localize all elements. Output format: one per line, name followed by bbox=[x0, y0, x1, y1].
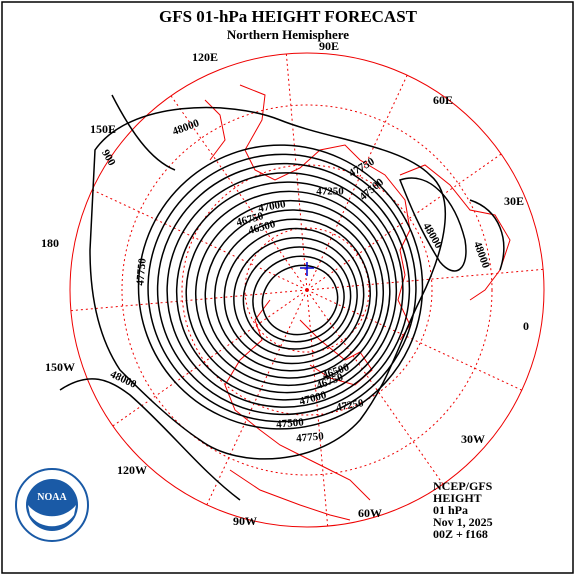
logo-wave bbox=[28, 505, 76, 527]
contour bbox=[242, 246, 352, 350]
noaa-logo: NOAA bbox=[15, 468, 89, 542]
contour bbox=[89, 106, 447, 460]
contour bbox=[252, 255, 345, 343]
contour-label: 47750 bbox=[134, 257, 148, 286]
coastline bbox=[399, 164, 511, 301]
longitude-label: 120E bbox=[192, 50, 218, 64]
pole-marker bbox=[300, 262, 314, 276]
contour bbox=[469, 199, 505, 271]
title: GFS 01-hPa HEIGHT FORECAST bbox=[159, 7, 418, 26]
contour-label: 47250 bbox=[335, 397, 365, 414]
longitude-label: 0 bbox=[523, 319, 529, 333]
longitude-label: 150E bbox=[90, 122, 116, 136]
contour bbox=[166, 172, 404, 408]
contour-label: 47500 bbox=[276, 416, 305, 430]
contour bbox=[137, 144, 424, 430]
longitude-label: 120W bbox=[117, 463, 147, 477]
contour bbox=[185, 190, 391, 394]
contour bbox=[59, 378, 241, 501]
contour bbox=[175, 181, 398, 401]
coastline bbox=[229, 469, 351, 521]
latitude-circle bbox=[181, 164, 433, 416]
info-line: NCEP/GFS bbox=[433, 479, 493, 493]
contour-label: 47250 bbox=[316, 186, 344, 198]
graticule bbox=[69, 52, 545, 528]
contour bbox=[111, 94, 176, 171]
contour bbox=[194, 199, 385, 387]
coastline bbox=[299, 319, 373, 386]
longitude-label: 90E bbox=[319, 39, 339, 53]
longitude-label: 60E bbox=[433, 93, 453, 107]
contour bbox=[204, 209, 378, 379]
longitude-label: 90W bbox=[233, 514, 257, 528]
longitude-label: 150W bbox=[45, 360, 75, 374]
info-line: 00Z + f168 bbox=[433, 527, 488, 541]
contour bbox=[233, 236, 358, 358]
info-line: Nov 1, 2025 bbox=[433, 515, 493, 529]
longitude-label: 30W bbox=[461, 432, 485, 446]
contour bbox=[214, 218, 371, 372]
info-line: 01 hPa bbox=[433, 503, 468, 517]
logo-text: NOAA bbox=[37, 492, 67, 503]
contour bbox=[156, 162, 411, 416]
contour-label: 47000 bbox=[257, 198, 287, 215]
contour bbox=[147, 153, 417, 423]
info-line: HEIGHT bbox=[433, 491, 482, 505]
longitude-label: 30E bbox=[504, 194, 524, 208]
coastline bbox=[239, 84, 411, 341]
contour bbox=[261, 264, 339, 336]
latitude-circle bbox=[121, 104, 493, 476]
contour-label: 47750 bbox=[296, 430, 325, 444]
contours bbox=[59, 94, 505, 501]
longitude-label: 60W bbox=[358, 506, 382, 520]
subtitle: Northern Hemisphere bbox=[227, 27, 349, 42]
contour bbox=[223, 227, 365, 365]
contour bbox=[399, 177, 467, 272]
latitude-circle bbox=[244, 227, 370, 353]
longitude-label: 180 bbox=[41, 236, 59, 250]
map-boundary bbox=[69, 52, 545, 528]
